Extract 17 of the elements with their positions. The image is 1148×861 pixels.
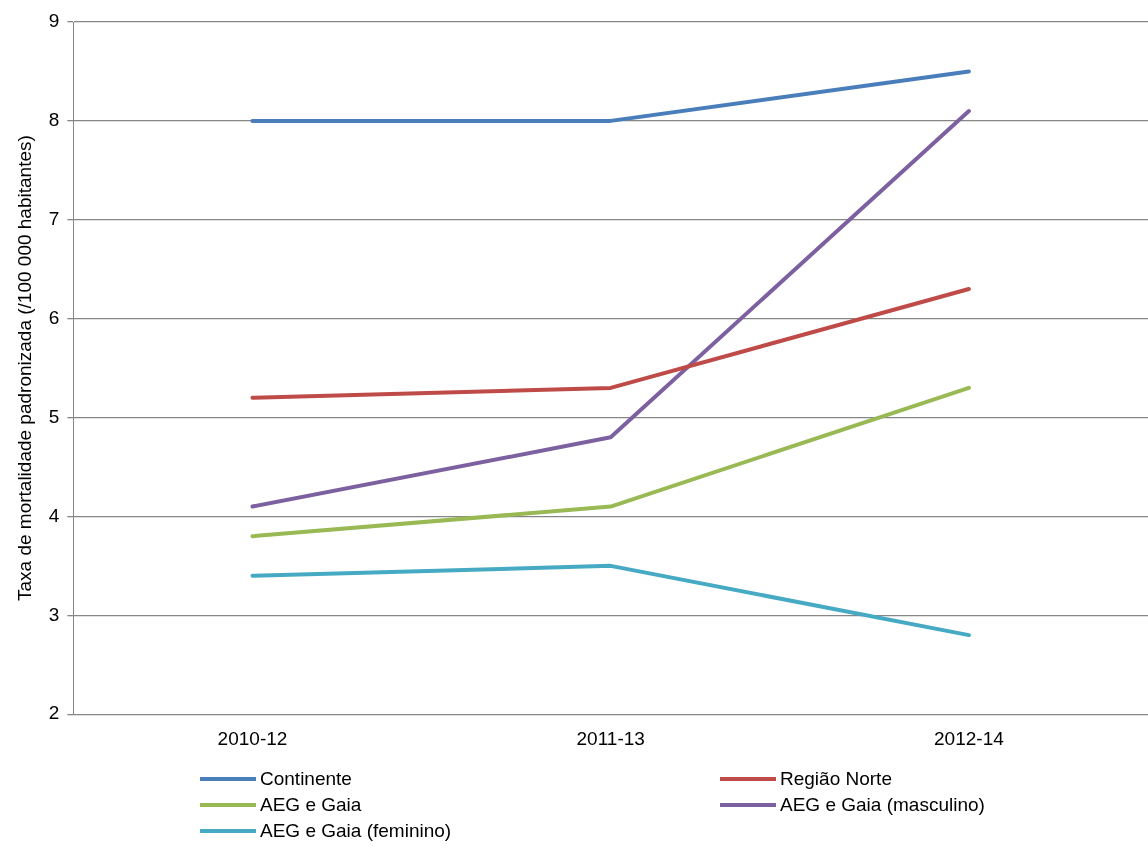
legend-label: AEG e Gaia (feminino) (260, 820, 452, 842)
x-tick-label: 2010-12 (217, 727, 288, 749)
y-tick-label: 8 (48, 109, 60, 131)
y-tick-label: 6 (48, 306, 60, 328)
x-tick-label: 2012-14 (934, 727, 1005, 749)
y-tick-label: 2 (48, 702, 60, 724)
legend-label: AEG e Gaia (masculino) (780, 794, 985, 816)
legend-label: Região Norte (780, 768, 892, 790)
y-axis-title: Taxa de mortalidade padronizada (/100 000 habitantes) (13, 135, 35, 602)
y-tick-label: 3 (48, 603, 60, 625)
y-tick-label: 5 (48, 405, 60, 427)
y-tick-label: 9 (48, 10, 60, 32)
y-tick-label: 4 (48, 504, 60, 526)
y-tick-label: 7 (48, 208, 60, 230)
legend-label: AEG e Gaia (260, 794, 362, 816)
x-tick-label: 2011-13 (576, 727, 645, 749)
legend-label: Continente (260, 768, 352, 790)
